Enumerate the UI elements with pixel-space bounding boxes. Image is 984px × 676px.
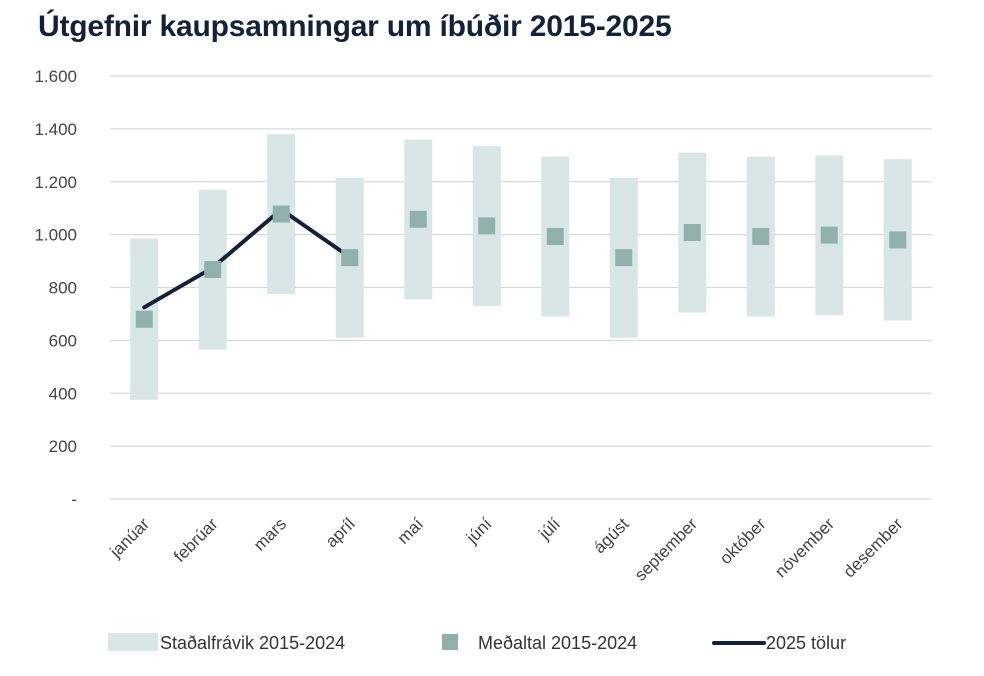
x-tick-label: júní (462, 514, 496, 548)
x-tick-label: nóvember (771, 514, 838, 581)
y-tick-label: 1.200 (34, 173, 77, 192)
x-tick-label: apríl (322, 514, 359, 551)
legend-band-swatch (108, 633, 158, 651)
y-tick-label: 800 (49, 279, 77, 298)
x-tick-label: júlí (535, 514, 565, 544)
mean-marker (752, 227, 770, 245)
mean-marker (478, 217, 496, 235)
line-2025 (142, 207, 352, 310)
std-dev-bands (130, 134, 912, 400)
y-tick-label: 400 (49, 384, 77, 403)
y-tick-label: 1.600 (34, 67, 77, 86)
x-tick-label: september (631, 514, 701, 584)
x-tick-label: október (716, 514, 770, 568)
legend-band-label: Staðalfrávik 2015-2024 (160, 633, 345, 653)
mean-marker (204, 261, 222, 279)
mean-marker (341, 249, 359, 267)
y-tick-label: 1.400 (34, 120, 77, 139)
legend-line-label: 2025 tölur (766, 633, 846, 653)
y-tick-label: 1.000 (34, 226, 77, 245)
gridlines (110, 75, 932, 500)
mean-marker (409, 210, 427, 228)
y-axis-ticks: - 200 400 600 800 1.000 1.200 1.400 1.600 (34, 67, 77, 509)
mean-marker (820, 226, 838, 244)
mean-markers (135, 205, 907, 328)
mean-marker (615, 249, 633, 267)
mean-marker (135, 310, 153, 328)
x-tick-label: maí (394, 514, 428, 548)
x-tick-label: janúar (106, 514, 154, 562)
x-tick-label: mars (250, 514, 290, 554)
legend-mean-swatch (442, 634, 458, 650)
chart-title: Útgefnir kaupsamningar um íbúðir 2015-20… (38, 10, 672, 43)
mean-marker (546, 227, 564, 245)
x-tick-label: febrúar (170, 514, 222, 566)
legend: Staðalfrávik 2015-2024 Meðaltal 2015-202… (108, 633, 846, 653)
mean-marker (889, 231, 907, 249)
x-tick-label: desember (840, 514, 907, 581)
line-2025-path (142, 207, 352, 310)
mean-marker (272, 205, 290, 223)
x-axis-ticks: janúar febrúar mars apríl maí júní júlí ágústse… (106, 514, 907, 584)
y-tick-label: 600 (49, 331, 77, 350)
mean-marker (683, 224, 701, 242)
y-tick-label: - (71, 490, 77, 509)
x-tick-label: ágúst (590, 514, 633, 557)
y-tick-label: 200 (49, 437, 77, 456)
legend-mean-label: Meðaltal 2015-2024 (478, 633, 637, 653)
